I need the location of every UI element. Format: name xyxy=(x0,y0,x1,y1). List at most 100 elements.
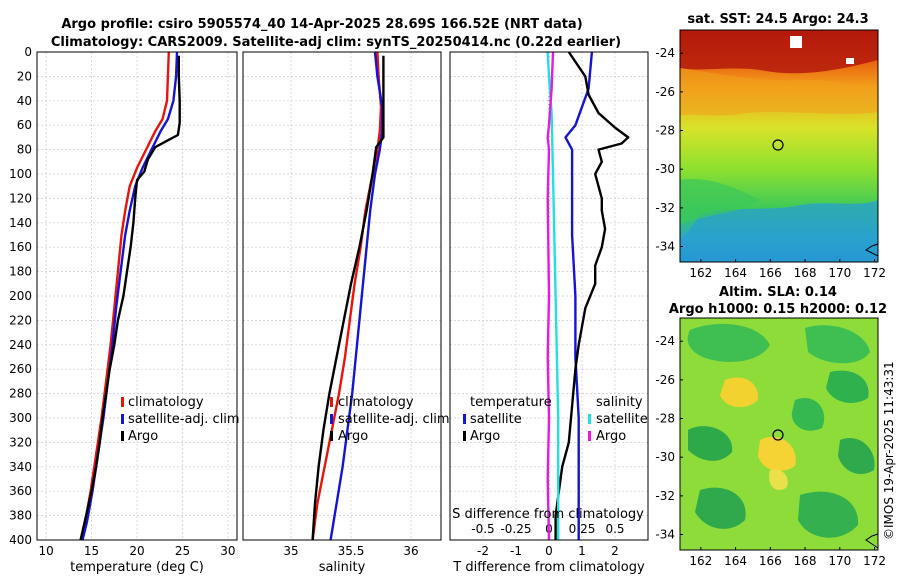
map-y-tick-label: -32 xyxy=(655,489,675,503)
x-tick-label: -2 xyxy=(477,544,489,558)
series-line-salinity-argo xyxy=(546,51,555,541)
sst-map-title: sat. SST: 24.5 Argo: 24.3 xyxy=(687,12,868,27)
map-y-tick-label: -28 xyxy=(655,124,675,138)
legend-swatch-argo xyxy=(330,431,333,441)
argo-location-marker xyxy=(772,429,784,441)
x-tick-label: 30 xyxy=(220,544,235,558)
legend-swatch-sal-argo xyxy=(588,431,591,441)
sla-anomaly xyxy=(826,370,869,403)
map-y-tick-label: -34 xyxy=(655,528,675,542)
top-x-tick-label: -0.5 xyxy=(471,522,494,536)
sla-anomaly xyxy=(687,323,770,362)
difference-panel: -2 -1 0 1 2-0.5 -0.25 0 0.25 0.5 xyxy=(449,51,649,558)
y-tick-label: 300 xyxy=(9,411,32,425)
map-x-tick-label: 166 xyxy=(759,554,782,568)
sla-anomaly xyxy=(838,438,875,475)
map-y-tick-label: -30 xyxy=(655,450,675,464)
legend-label-temp-satellite: satellite xyxy=(470,412,522,427)
series-line-temperature-argo xyxy=(554,51,630,540)
sst-map xyxy=(679,29,879,263)
legend-swatch-satellite xyxy=(330,414,333,424)
y-tick-label: 180 xyxy=(9,265,32,279)
y-tick-label: 400 xyxy=(9,533,32,547)
sst-orange-band xyxy=(680,68,878,116)
legend-label-temp-argo: Argo xyxy=(470,429,500,444)
x-tick-label: 25 xyxy=(175,544,190,558)
map-x-tick-label: 162 xyxy=(689,554,712,568)
map-y-tick-label: -26 xyxy=(655,373,675,387)
map-x-tick-label: 168 xyxy=(794,266,817,280)
map-x-tick-label: 170 xyxy=(828,266,851,280)
plot-frame xyxy=(449,51,649,541)
y-tick-label: 220 xyxy=(9,313,32,327)
y-tick-label: 40 xyxy=(17,94,32,108)
temperature-panel: 0 20 40 60 80 100 120 140 160 180 200 220 240 260 280 3… xyxy=(9,45,238,558)
figure-title-line1: Argo profile: csiro 5905574_40 14-Apr-20… xyxy=(61,17,582,32)
y-tick-label: 360 xyxy=(9,484,32,498)
map-y-tick-label: -26 xyxy=(655,85,675,99)
series-line-climatology xyxy=(311,51,383,541)
legend-swatch-climatology xyxy=(121,397,124,407)
legend-swatch-sal-satellite xyxy=(588,414,591,424)
map-x-tick-label: 162 xyxy=(689,266,712,280)
map-x-tick-label: 172 xyxy=(863,266,886,280)
salinity-legend: climatology satellite-adj. clim Argo xyxy=(330,395,450,444)
legend-label-satellite: satellite-adj. clim xyxy=(128,412,240,427)
y-tick-label: 100 xyxy=(9,167,32,181)
series-line-argo xyxy=(79,55,181,541)
temperature-xlabel: temperature (deg C) xyxy=(70,560,204,575)
y-tick-label: 280 xyxy=(9,387,32,401)
sla-anomaly xyxy=(695,487,746,529)
map-y-tick-label: -28 xyxy=(655,412,675,426)
x-tick-label: -1 xyxy=(510,544,522,558)
map-x-tick-label: 170 xyxy=(828,554,851,568)
series-line-argo xyxy=(311,55,385,541)
sst-cloud-gap xyxy=(790,36,802,48)
plot-frame xyxy=(242,51,442,541)
series-line-climatology xyxy=(79,51,170,541)
y-tick-label: 140 xyxy=(9,216,32,230)
x-tick-label: 10 xyxy=(38,544,53,558)
map-x-tick-label: 164 xyxy=(724,554,747,568)
legend-swatch-temp-argo xyxy=(463,431,466,441)
difference-legend-temperature: temperature satellite Argo xyxy=(463,395,552,444)
sst-cloud-gap xyxy=(846,58,854,64)
top-x-tick-label: -0.25 xyxy=(500,522,531,536)
x-tick-label: 0 xyxy=(545,544,553,558)
legend-swatch-satellite xyxy=(121,414,124,424)
y-tick-label: 200 xyxy=(9,289,32,303)
legend-label-sal-argo: Argo xyxy=(596,429,626,444)
y-tick-label: 260 xyxy=(9,362,32,376)
argo-location-marker xyxy=(772,139,784,151)
sla-map-title-line1: Altim. SLA: 0.14 xyxy=(719,285,837,300)
sla-anomaly xyxy=(720,377,759,408)
sla-map xyxy=(679,317,879,551)
salinity-xlabel: salinity xyxy=(319,560,366,575)
map-y-tick-label: -24 xyxy=(655,46,675,60)
sla-anomaly xyxy=(798,491,859,538)
sla-anomaly xyxy=(758,436,796,471)
x-tick-label: 35 xyxy=(283,544,298,558)
sla-anomaly xyxy=(688,426,733,461)
coastline xyxy=(865,243,879,257)
x-tick-label: 15 xyxy=(84,544,99,558)
sla-map-frame xyxy=(679,317,879,551)
top-x-tick-label: 0.5 xyxy=(605,522,624,536)
legend-label-sal-satellite: satellite xyxy=(596,412,648,427)
legend-label-satellite: satellite-adj. clim xyxy=(338,412,450,427)
legend-swatch-temp-satellite xyxy=(463,414,466,424)
sst-map-axes: 162 164 166 168 170 172 -24 -26 -28 -30 -32 -34 xyxy=(655,46,886,280)
sst-warm-patch xyxy=(680,30,878,74)
x-tick-label: 1 xyxy=(578,544,586,558)
figure-title-line2: Climatology: CARS2009. Satellite-adj cli… xyxy=(51,35,621,50)
map-y-tick-label: -24 xyxy=(655,334,675,348)
coastline xyxy=(865,533,879,549)
difference-top-xlabel: S difference from climatology xyxy=(452,507,644,522)
legend-title-temperature: temperature xyxy=(470,395,552,410)
y-tick-label: 340 xyxy=(9,460,32,474)
temperature-legend: climatology satellite-adj. clim Argo xyxy=(121,395,240,444)
y-tick-label: 0 xyxy=(24,45,32,59)
y-tick-label: 320 xyxy=(9,435,32,449)
y-tick-label: 20 xyxy=(17,69,32,83)
difference-legend-salinity: salinity satellite Argo xyxy=(588,395,648,444)
